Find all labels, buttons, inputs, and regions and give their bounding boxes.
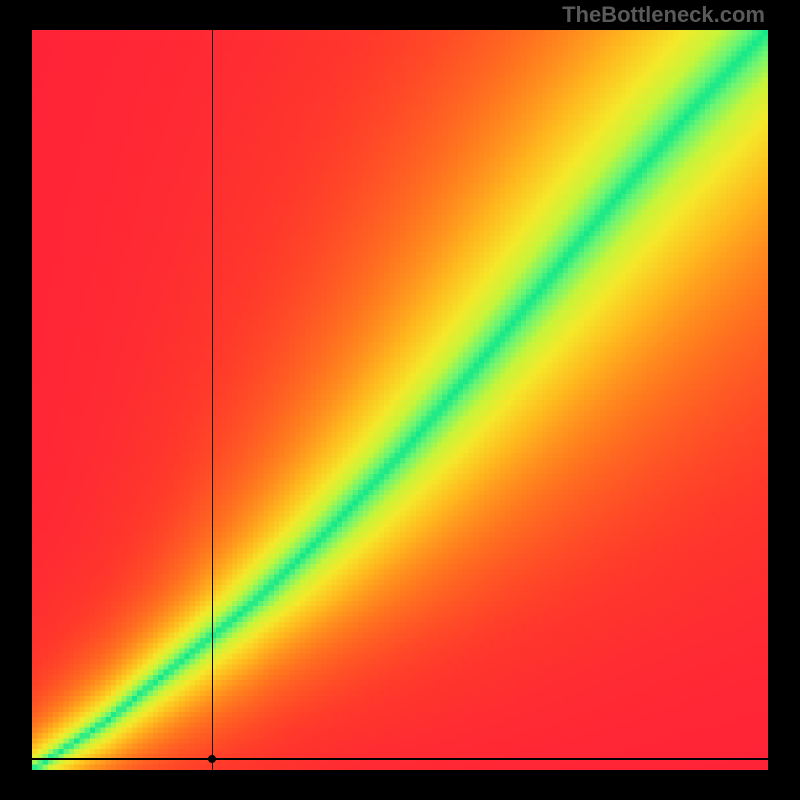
crosshair-horizontal: [32, 758, 768, 759]
crosshair-vertical: [212, 30, 213, 770]
crosshair-point: [208, 755, 216, 763]
heatmap-panel: [32, 30, 768, 770]
chart-container: TheBottleneck.com: [0, 0, 800, 800]
heatmap-canvas: [32, 30, 768, 770]
attribution-text: TheBottleneck.com: [562, 2, 765, 28]
